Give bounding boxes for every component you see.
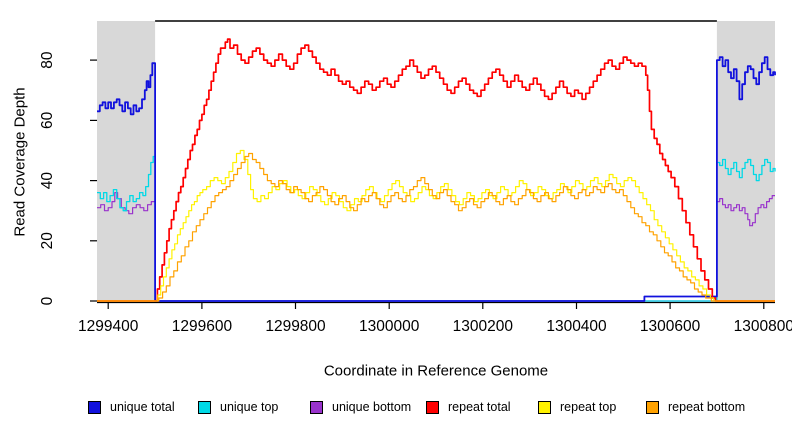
legend-label: repeat top xyxy=(560,400,617,414)
legend-swatch-icon xyxy=(646,400,659,414)
legend-item-unique-total: unique total xyxy=(88,399,175,415)
legend-label: repeat bottom xyxy=(668,400,746,414)
x-tick-label: 1300800 xyxy=(734,318,792,335)
y-tick-label: 60 xyxy=(39,111,56,129)
x-tick-label: 1300000 xyxy=(359,318,420,335)
y-tick-label: 20 xyxy=(39,232,56,250)
x-axis-title: Coordinate in Reference Genome xyxy=(323,362,549,380)
legend-swatch-icon xyxy=(426,400,439,414)
legend-swatch-icon xyxy=(310,400,323,414)
x-tick-label: 1299800 xyxy=(265,318,326,335)
x-tick-label: 1300200 xyxy=(453,318,514,335)
x-tick-label: 1299400 xyxy=(78,318,139,335)
legend-swatch-icon xyxy=(88,400,101,414)
coverage-plot: 1299400 1299600 1299800 1300000 1300200 13004… xyxy=(39,20,792,335)
x-tick-label: 1300600 xyxy=(640,318,701,335)
y-tick-label: 0 xyxy=(39,296,56,305)
series-line-unique-top xyxy=(97,155,776,302)
series-line-unique-total xyxy=(97,56,776,302)
legend-label: unique bottom xyxy=(332,400,412,414)
series-line-repeat-top xyxy=(97,149,775,302)
y-tick-label: 80 xyxy=(39,51,56,69)
legend-swatch-icon xyxy=(198,400,211,414)
series-line-repeat-total xyxy=(97,38,775,302)
legend-item-unique-top: unique top xyxy=(198,399,278,415)
y-axis-title: Read Coverage Depth xyxy=(11,87,29,237)
legend-swatch-icon xyxy=(538,400,551,414)
legend: unique total unique top unique bottom repea… xyxy=(0,399,792,419)
legend-item-repeat-top: repeat top xyxy=(538,399,616,415)
legend-label: unique top xyxy=(220,400,279,414)
shaded-region-left-unique-flank xyxy=(97,21,156,303)
legend-label: unique total xyxy=(110,400,175,414)
legend-item-unique-bottom: unique bottom xyxy=(310,399,411,415)
x-tick-label: 1299600 xyxy=(172,318,233,335)
legend-item-repeat-bottom: repeat bottom xyxy=(646,399,745,415)
y-tick-label: 40 xyxy=(39,172,56,190)
x-tick-label: 1300400 xyxy=(546,318,607,335)
series-line-repeat-bottom xyxy=(97,152,775,302)
legend-item-repeat-total: repeat total xyxy=(426,399,511,415)
legend-label: repeat total xyxy=(448,400,511,414)
